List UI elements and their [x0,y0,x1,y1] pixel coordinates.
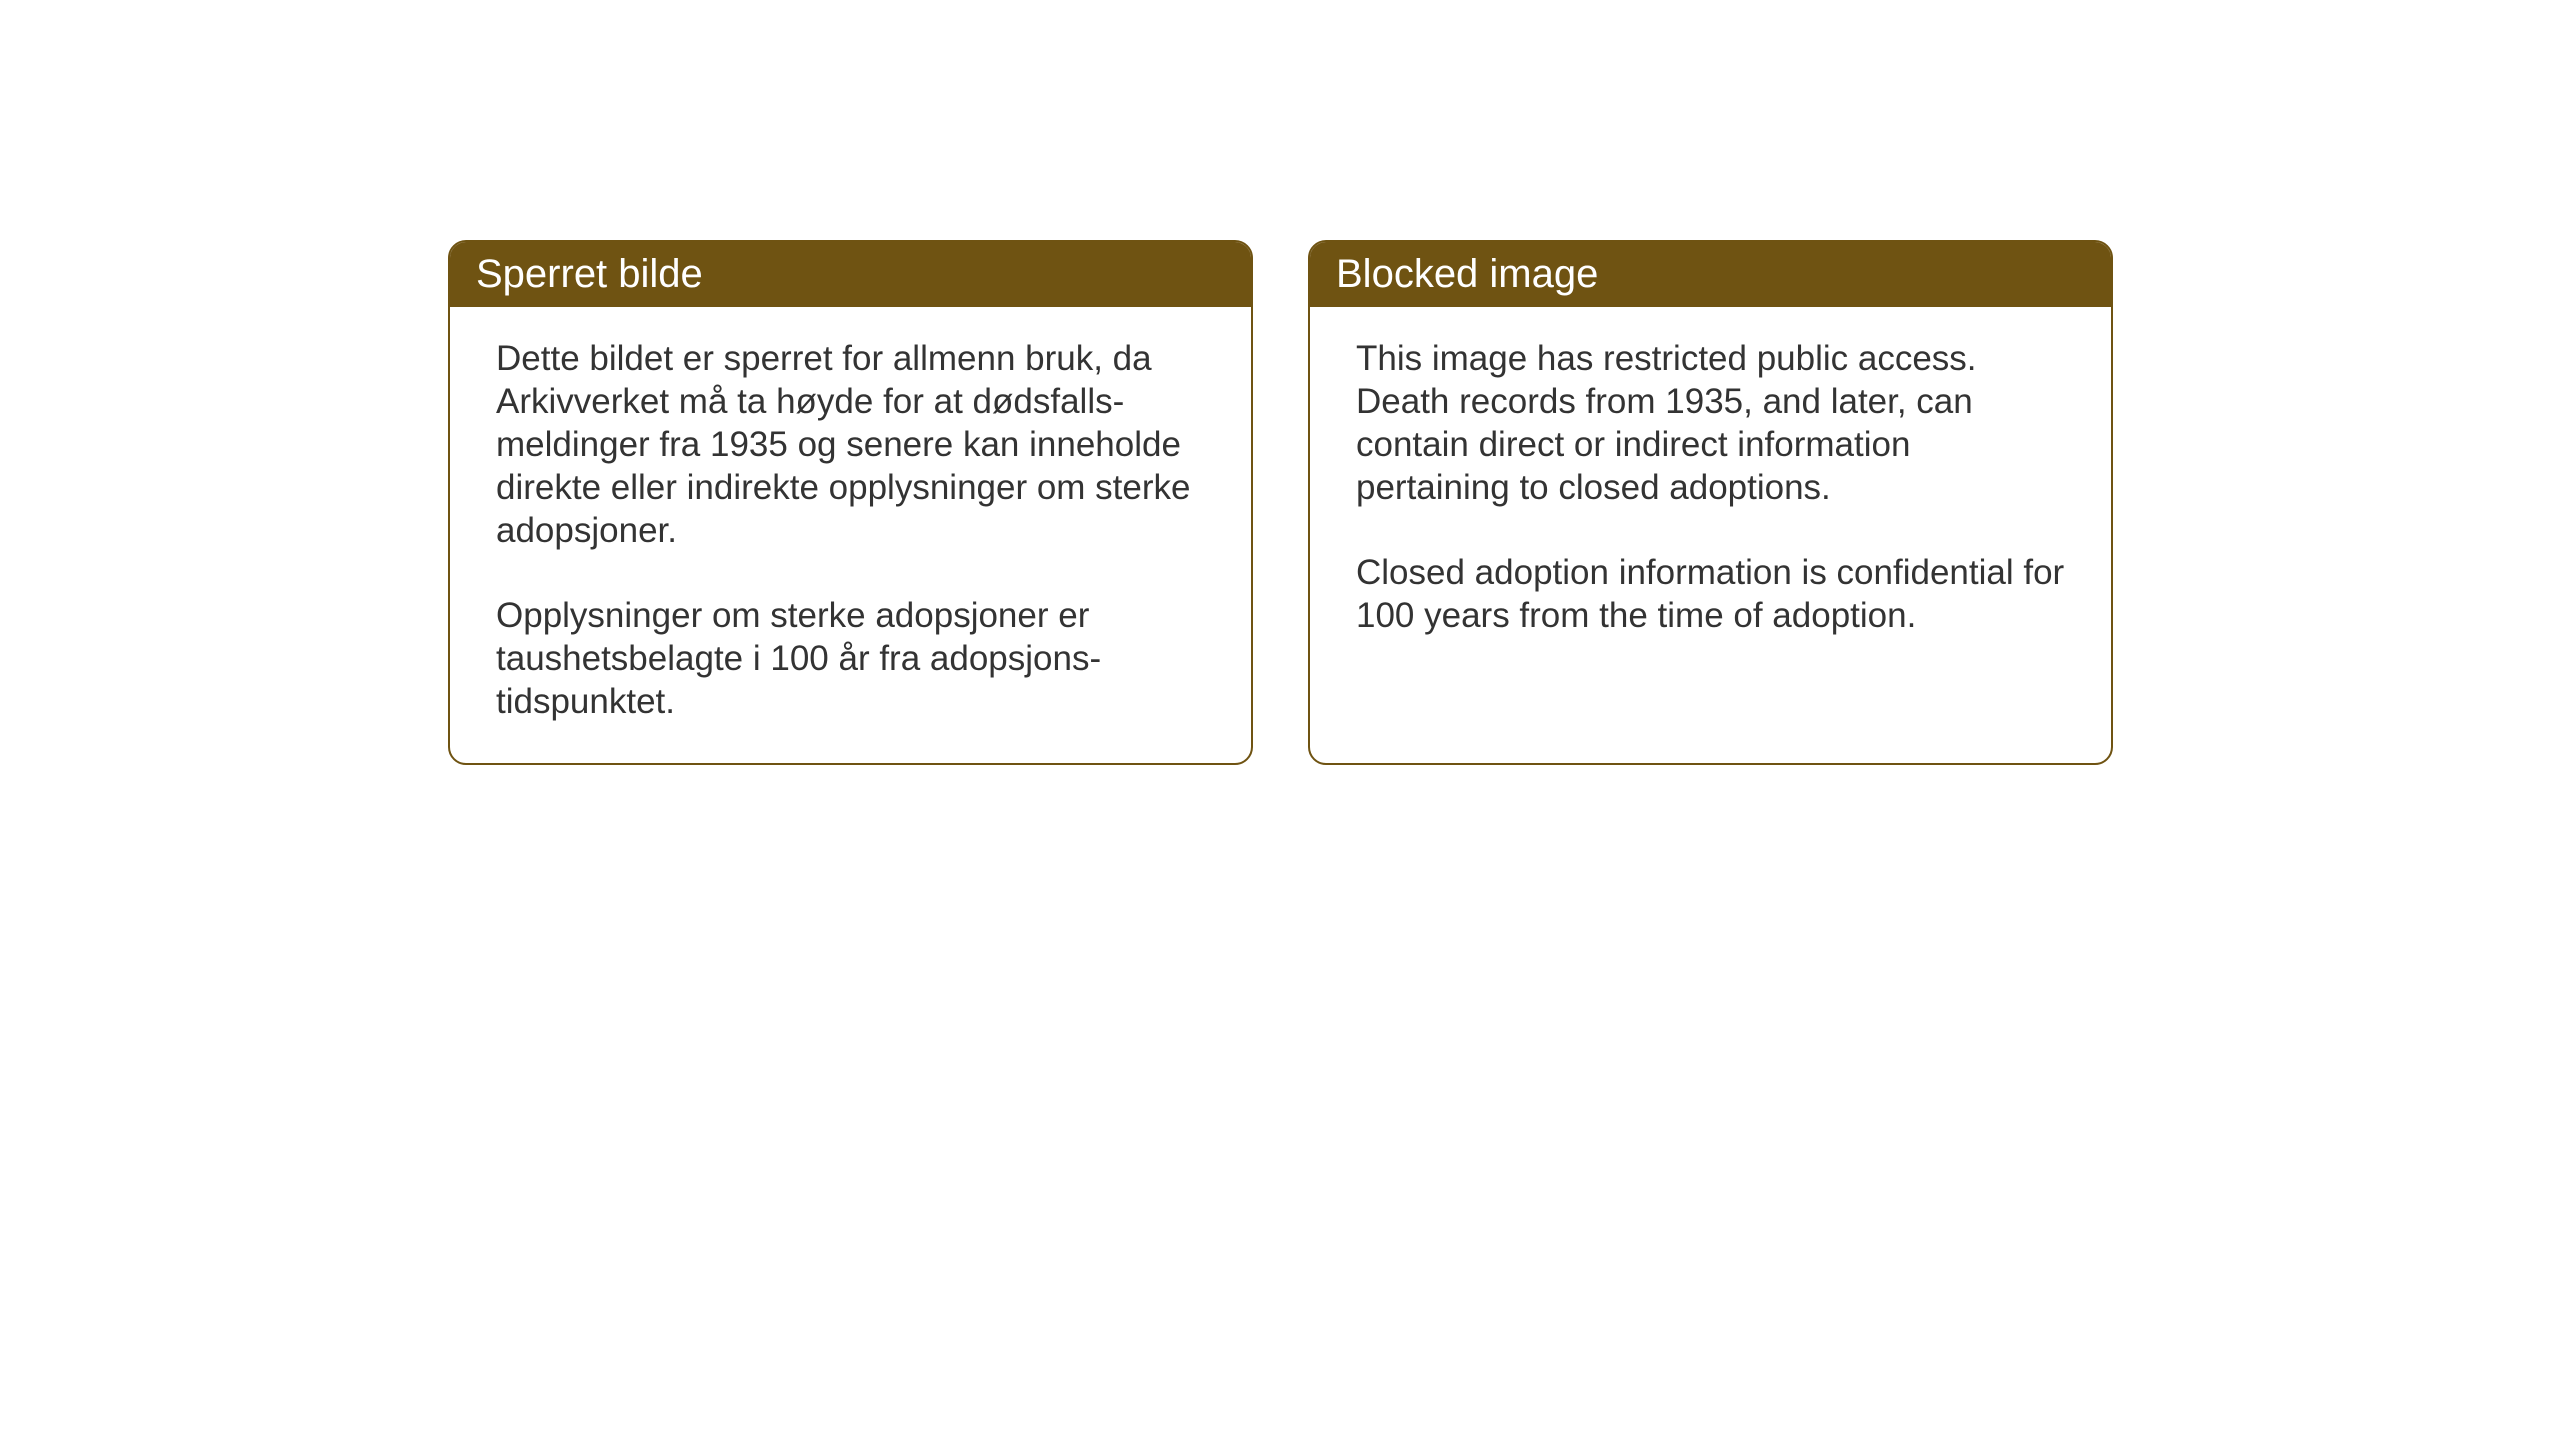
english-paragraph-2: Closed adoption information is confident… [1356,551,2065,637]
norwegian-paragraph-2: Opplysninger om sterke adopsjoner er tau… [496,594,1205,723]
english-notice-card: Blocked image This image has restricted … [1308,240,2113,765]
english-paragraph-1: This image has restricted public access.… [1356,337,2065,509]
english-card-body: This image has restricted public access.… [1310,307,2111,702]
cards-container: Sperret bilde Dette bildet er sperret fo… [448,240,2113,765]
norwegian-card-body: Dette bildet er sperret for allmenn bruk… [450,307,1251,763]
norwegian-notice-card: Sperret bilde Dette bildet er sperret fo… [448,240,1253,765]
english-card-title: Blocked image [1310,242,2111,307]
norwegian-card-title: Sperret bilde [450,242,1251,307]
norwegian-paragraph-1: Dette bildet er sperret for allmenn bruk… [496,337,1205,552]
